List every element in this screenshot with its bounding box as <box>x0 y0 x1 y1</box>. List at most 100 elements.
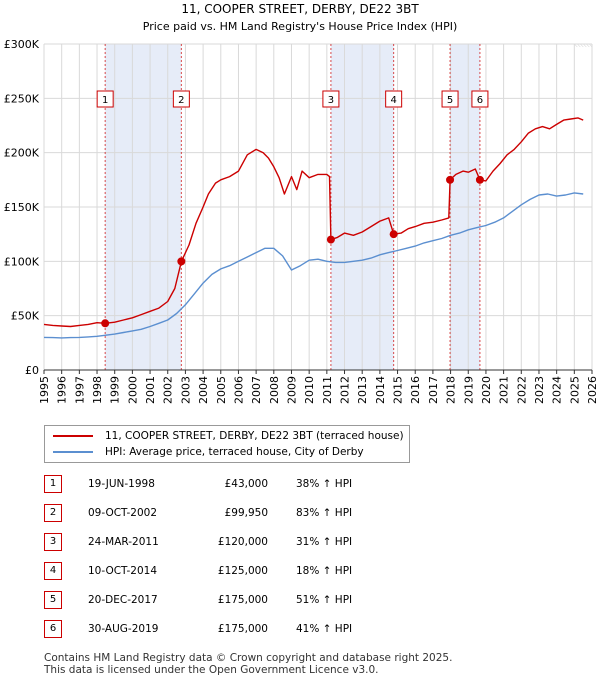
sale-label-box <box>471 90 489 108</box>
sale-point <box>446 175 455 184</box>
sale-hpi-change: 18% ↑ HPI <box>296 565 353 577</box>
sale-price: £125,000 <box>217 565 268 577</box>
x-tick-label: 2019 <box>462 376 475 404</box>
table-row: 3 24-MAR-2011 £120,000 31% ↑ HPI <box>44 533 404 553</box>
sale-date: 10-OCT-2014 <box>88 565 157 577</box>
table-row: 2 09-OCT-2002 £99,950 83% ↑ HPI <box>44 504 404 524</box>
legend-label-property: 11, COOPER STREET, DERBY, DE22 3BT (terr… <box>105 430 404 442</box>
sale-date: 20-DEC-2017 <box>88 594 158 606</box>
sale-label-text: 4 <box>390 95 396 106</box>
sale-label-box <box>172 90 190 108</box>
x-tick-label: 2024 <box>551 376 564 404</box>
sale-label-box <box>322 90 340 108</box>
x-tick-label: 1998 <box>91 376 104 404</box>
sale-price: £175,000 <box>217 594 268 606</box>
legend-label-hpi: HPI: Average price, terraced house, City… <box>105 446 364 458</box>
sale-number-badge: 4 <box>44 562 62 580</box>
x-tick-label: 1999 <box>109 376 122 404</box>
price-chart: 11, COOPER STREET, DERBY, DE22 3BT Price… <box>4 2 599 404</box>
sale-label-text: 5 <box>447 95 453 106</box>
x-tick-label: 2023 <box>533 376 546 404</box>
sale-number-badge: 2 <box>44 504 62 522</box>
sale-hpi-change: 51% ↑ HPI <box>296 594 353 606</box>
x-tick-label: 2013 <box>356 376 369 404</box>
sale-hpi-change: 31% ↑ HPI <box>296 536 353 548</box>
x-tick-label: 2021 <box>498 376 511 404</box>
y-tick-label: £200K <box>4 147 40 160</box>
sale-price: £120,000 <box>217 536 268 548</box>
table-row: 4 10-OCT-2014 £125,000 18% ↑ HPI <box>44 562 404 582</box>
table-row: 6 30-AUG-2019 £175,000 41% ↑ HPI <box>44 620 404 640</box>
x-tick-label: 2001 <box>144 376 157 404</box>
x-tick-label: 2025 <box>568 376 581 404</box>
x-tick-label: 2009 <box>285 376 298 404</box>
sale-point <box>326 235 335 244</box>
x-tick-label: 2005 <box>215 376 228 404</box>
legend-swatch-property <box>53 435 93 437</box>
x-tick-label: 2010 <box>303 376 316 404</box>
y-tick-label: £100K <box>4 255 40 268</box>
chart-subtitle: Price paid vs. HM Land Registry's House … <box>143 20 458 33</box>
series-line-property <box>43 117 584 328</box>
sale-date: 09-OCT-2002 <box>88 507 157 519</box>
x-tick-label: 2018 <box>445 376 458 404</box>
sale-label-box <box>96 90 114 108</box>
sale-label-text: 2 <box>178 95 184 106</box>
x-tick-label: 2011 <box>321 376 334 404</box>
legend-swatch-hpi <box>53 451 93 453</box>
y-tick-label: £250K <box>4 92 40 105</box>
sale-date: 30-AUG-2019 <box>88 623 159 635</box>
x-tick-label: 2022 <box>515 376 528 404</box>
sale-label-text: 1 <box>102 95 108 106</box>
sale-number-badge: 6 <box>44 620 62 638</box>
sale-number-badge: 5 <box>44 591 62 609</box>
x-tick-label: 2002 <box>162 376 175 404</box>
sale-point <box>101 319 110 328</box>
x-tick-label: 2016 <box>409 376 422 404</box>
x-tick-label: 2000 <box>126 376 139 404</box>
sale-point <box>475 175 484 184</box>
sale-price: £175,000 <box>217 623 268 635</box>
legend-item-hpi: HPI: Average price, terraced house, City… <box>53 444 364 460</box>
chart-legend: 11, COOPER STREET, DERBY, DE22 3BT (terr… <box>44 425 410 463</box>
sale-date: 19-JUN-1998 <box>88 478 155 490</box>
x-tick-label: 1997 <box>73 376 86 404</box>
sale-label-text: 3 <box>328 95 334 106</box>
footer-line-1: Contains HM Land Registry data © Crown c… <box>44 652 453 664</box>
x-tick-label: 2020 <box>480 376 493 404</box>
x-tick-label: 2012 <box>339 376 352 404</box>
y-tick-label: £300K <box>4 38 40 51</box>
legend-item-property: 11, COOPER STREET, DERBY, DE22 3BT (terr… <box>53 428 404 444</box>
sale-hpi-change: 41% ↑ HPI <box>296 623 353 635</box>
table-row: 5 20-DEC-2017 £175,000 51% ↑ HPI <box>44 591 404 611</box>
sale-price: £43,000 <box>224 478 268 490</box>
x-tick-label: 2003 <box>179 376 192 404</box>
x-tick-label: 2026 <box>586 376 599 404</box>
y-tick-label: £50K <box>11 310 40 323</box>
sale-label-box <box>441 90 459 108</box>
x-tick-label: 2004 <box>197 376 210 404</box>
x-tick-label: 2017 <box>427 376 440 404</box>
x-tick-label: 2015 <box>392 376 405 404</box>
footer-attribution: Contains HM Land Registry data © Crown c… <box>44 652 452 676</box>
sale-hpi-change: 83% ↑ HPI <box>296 507 353 519</box>
sale-date: 24-MAR-2011 <box>88 536 159 548</box>
x-tick-label: 1995 <box>38 376 51 404</box>
footer-line-2: This data is licensed under the Open Gov… <box>44 664 379 676</box>
sale-number-badge: 1 <box>44 475 62 493</box>
sale-price: £99,950 <box>224 507 268 519</box>
sale-point <box>389 230 398 239</box>
y-tick-label: £150K <box>4 201 40 214</box>
y-tick-label: £0 <box>25 364 39 377</box>
x-tick-label: 2006 <box>232 376 245 404</box>
sale-label-box <box>385 90 403 108</box>
sale-hpi-change: 38% ↑ HPI <box>296 478 353 490</box>
table-row: 1 19-JUN-1998 £43,000 38% ↑ HPI <box>44 475 404 495</box>
sale-point <box>177 257 186 266</box>
sale-number-badge: 3 <box>44 533 62 551</box>
x-tick-label: 2007 <box>250 376 263 404</box>
sale-label-text: 6 <box>477 95 483 106</box>
series-line-hpi <box>43 192 584 339</box>
x-tick-label: 2014 <box>374 376 387 404</box>
x-tick-label: 2008 <box>268 376 281 404</box>
